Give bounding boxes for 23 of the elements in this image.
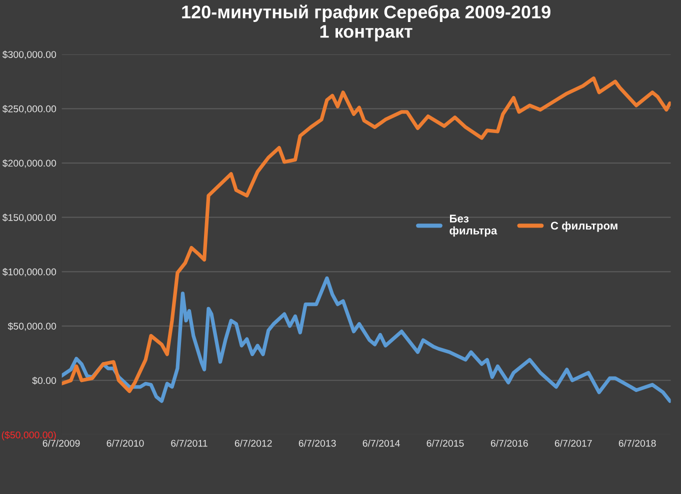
line-series [61,276,671,403]
x-tick-label: 6/7/2018 [618,440,656,447]
legend-label: Без фильтра [450,214,498,237]
x-tick-label: 6/7/2017 [554,440,592,447]
x-tick-label: 6/7/2012 [234,440,272,447]
x-tick-label: 6/7/2011 [171,440,208,447]
chart-title: 120-минутный график Серебра 2009-2019 1 контракт [182,4,550,42]
y-tick-label: $0.00 [32,376,56,385]
x-tick-label: 6/7/2016 [490,440,528,447]
legend-label: С фильтром [550,221,618,232]
y-tick-label: ($50,000.00) [2,431,56,440]
y-tick-label: $150,000.00 [2,214,56,222]
x-tick-label: 6/7/2009 [42,440,80,447]
y-tick-label: $100,000.00 [2,268,56,276]
line-series [61,76,671,394]
y-tick-label: $300,000.00 [2,50,56,60]
y-tick-label: $200,000.00 [2,159,56,168]
y-tick-label: $250,000.00 [2,105,56,114]
x-tick-label: 6/7/2010 [106,440,144,447]
x-tick-label: 6/7/2013 [298,440,336,447]
x-tick-label: 6/7/2015 [426,440,464,447]
y-tick-label: $50,000.00 [8,322,56,331]
x-tick-label: 6/7/2014 [362,440,400,447]
